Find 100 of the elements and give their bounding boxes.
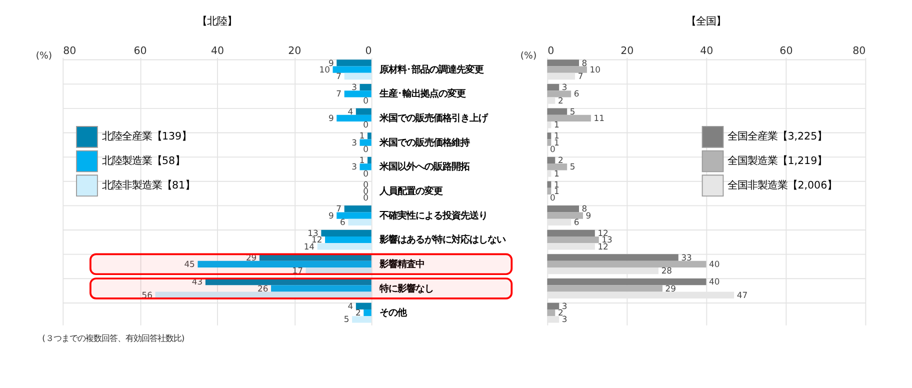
- bar: [344, 206, 372, 212]
- bar: [336, 212, 372, 219]
- data-label: 3: [352, 162, 357, 172]
- data-label: 11: [594, 113, 604, 124]
- y-tick-label: その他: [379, 308, 408, 319]
- y-tick-label: 影響精査中: [378, 258, 424, 270]
- data-label: 40: [709, 258, 720, 269]
- y-tick-label: 原材料･部品の調達先変更: [378, 64, 484, 76]
- legend-label: 北陸製造業【58】: [102, 155, 186, 168]
- x-tick-label: 0: [548, 45, 554, 58]
- bar: [367, 156, 372, 164]
- data-label: 9: [328, 210, 334, 220]
- data-label: 6: [574, 88, 580, 99]
- legend-label: 北陸非製造業【81】: [102, 179, 196, 192]
- x-tick-label: 80: [63, 45, 76, 58]
- y-tick-label: 米国以外への販路開拓: [378, 162, 470, 173]
- data-label: 5: [344, 314, 350, 324]
- x-tick-label: 40: [700, 45, 714, 58]
- data-label: 9: [328, 58, 334, 68]
- bar: [306, 267, 372, 274]
- y-tick-label: 米国での販売価格引き上げ: [378, 113, 488, 124]
- data-label: 1: [359, 155, 365, 166]
- bar: [336, 60, 372, 66]
- legend-label: 全国製造業【1,219】: [728, 155, 828, 168]
- y-tick-label: 人員配置の変更: [378, 186, 442, 197]
- y-tick-label: 不確実性による投資先送り: [378, 210, 488, 222]
- data-label: 3: [352, 82, 357, 92]
- data-label: 12: [598, 241, 608, 252]
- legend-label: 全国非製造業【2,006】: [728, 179, 838, 192]
- bar: [317, 243, 372, 250]
- data-label: 26: [258, 283, 268, 294]
- data-label: 9: [586, 210, 592, 220]
- bar: [321, 230, 372, 237]
- data-label: 8: [582, 58, 588, 68]
- bar: [348, 218, 372, 226]
- data-label: 1: [554, 137, 560, 148]
- data-label: 6: [340, 216, 346, 227]
- chart-title: 【北陸】: [197, 16, 238, 28]
- y-tick-label: 特に影響なし: [378, 283, 434, 294]
- data-label: 7: [578, 71, 584, 82]
- x-tick-label: 80: [852, 45, 866, 58]
- bar: [360, 139, 372, 146]
- legend-label: 全国全産業【3,225】: [728, 130, 828, 143]
- data-label: 33: [681, 252, 692, 262]
- bar: [198, 260, 372, 268]
- data-label: 2: [355, 308, 361, 318]
- data-label: 10: [319, 64, 330, 74]
- bar: [336, 114, 372, 122]
- y-tick-label: 米国での販売価格維持: [378, 137, 470, 148]
- bar: [344, 90, 372, 98]
- data-label: 3: [562, 314, 568, 324]
- data-label: 6: [574, 216, 580, 227]
- data-label: 0: [550, 192, 556, 203]
- x-tick-label: 20: [288, 45, 302, 58]
- x-tick-label: 60: [780, 45, 793, 58]
- data-label: 8: [582, 204, 588, 214]
- text: (３つまでの複数回答、有効回答社数比): [42, 332, 185, 343]
- data-label: 0: [363, 144, 369, 154]
- bar: [367, 132, 372, 140]
- x-tick-label: 0: [365, 45, 372, 58]
- data-label: 14: [304, 241, 315, 252]
- data-label: 0: [363, 120, 369, 130]
- x-tick-label: 20: [620, 45, 634, 58]
- chart-title: 【全国】: [686, 16, 726, 28]
- data-label: 29: [665, 283, 676, 294]
- x-tick-label: 60: [134, 45, 147, 58]
- data-label: 1: [554, 120, 560, 130]
- data-label: 2: [558, 155, 564, 166]
- bar: [360, 84, 372, 91]
- data-label: 7: [336, 71, 342, 82]
- legend-label: 北陸全産業【139】: [102, 130, 192, 143]
- data-label: 1: [554, 168, 560, 178]
- data-label: 0: [363, 168, 369, 178]
- x-axis-title: (%): [520, 50, 537, 62]
- bar: [325, 236, 372, 244]
- data-label: 2: [558, 95, 564, 106]
- data-label: 3: [352, 137, 357, 148]
- data-label: 3: [562, 82, 568, 92]
- data-label: 9: [328, 113, 334, 124]
- y-tick-label: 影響はあるが特に対応はしない: [378, 234, 506, 246]
- data-label: 28: [661, 266, 672, 276]
- bar: [352, 316, 372, 323]
- data-label: 5: [570, 106, 576, 116]
- data-label: 0: [363, 95, 369, 106]
- data-label: 0: [550, 144, 556, 154]
- data-label: 7: [336, 204, 342, 214]
- bar: [356, 108, 372, 115]
- data-label: 10: [590, 64, 600, 74]
- data-label: 47: [736, 290, 748, 300]
- bar: [344, 72, 372, 80]
- x-axis-title: (%): [36, 50, 52, 62]
- y-tick-label: 生産･輸出拠点の変更: [378, 88, 466, 100]
- data-label: 40: [709, 276, 720, 287]
- data-label: 13: [308, 228, 318, 238]
- data-label: 2: [558, 308, 564, 318]
- bar: [356, 302, 372, 310]
- bar: [205, 278, 372, 286]
- data-label: 4: [348, 106, 354, 116]
- bar: [364, 309, 372, 316]
- data-label: 4: [348, 300, 354, 311]
